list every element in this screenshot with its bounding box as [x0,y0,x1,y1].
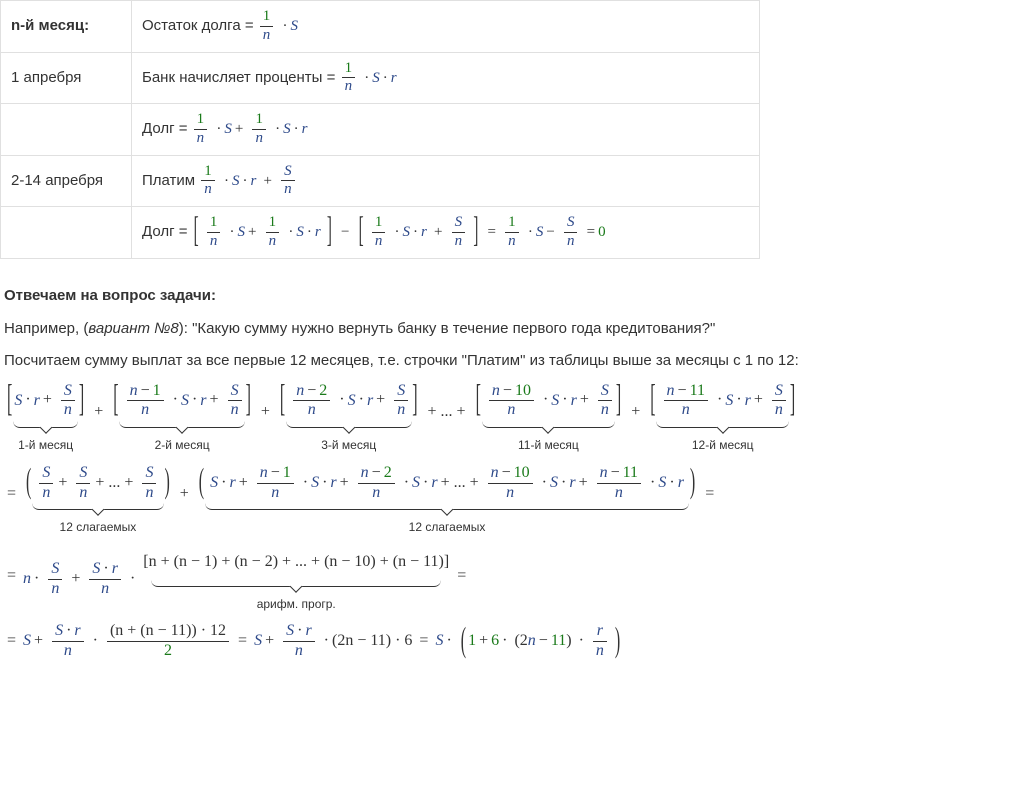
row-formula: Долг = 1n ·S+ 1n ·S·r [132,104,760,156]
row-formula: Платим 1n ·S·r + Sn [132,155,760,207]
paragraph-compute: Посчитаем сумму выплат за все первые 12 … [4,350,1014,373]
row-formula: Банк начисляет проценты = 1n ·S·r [132,52,760,104]
equation-regroup: = ( Sn+ Sn+ ... + Sn ) 12 слагаемых + ( … [4,465,1014,539]
section-title: Отвечаем на вопрос задачи: [4,287,1014,304]
paragraph-example: Например, (вариант №8): "Какую сумму нуж… [4,318,1014,341]
row-formula: Остаток долга = 1n ·S [132,1,760,53]
row-label [1,104,132,156]
equation-arith-prog: = n· Sn + S·rn · [n + (n − 1) + (n − 2) … [4,547,1014,615]
equation-sum-months: [S·r+ Sn] 1-й месяц + [ n−1n ·S·r+ Sn] 2… [4,383,1014,457]
row-label: 1 апребря [1,52,132,104]
row-label: 2-14 апребря [1,155,132,207]
row-label [1,207,132,259]
row-formula: Долг = [ 1n ·S+ 1n ·S·r ] − [ 1n ·S·r + … [132,207,760,259]
equation-final: = S+ S·rn · (n + (n − 11)) · 122 = S+ S·… [4,623,1014,660]
row-label: n-й месяц: [1,1,132,53]
debt-schedule-table: n-й месяц: Остаток долга = 1n ·S 1 апреб… [0,0,760,259]
